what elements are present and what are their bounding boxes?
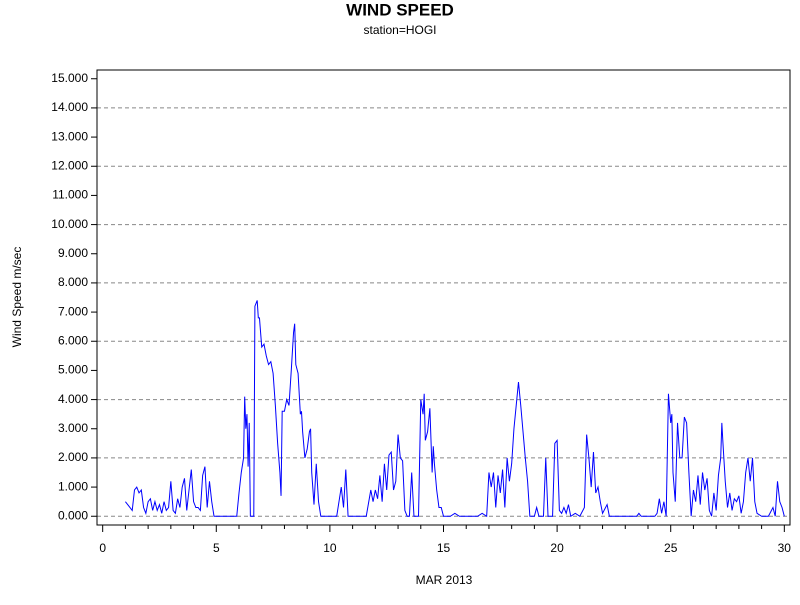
- plot-frame: [96, 69, 791, 526]
- data-line: [125, 300, 785, 518]
- x-tick-label: 10: [323, 541, 337, 555]
- y-tick-label: 11.000: [52, 188, 88, 202]
- y-tick-label: 14.000: [51, 100, 88, 114]
- y-tick-label: 7.000: [58, 304, 88, 318]
- y-tick-label: 9.000: [58, 246, 88, 260]
- y-tick-label: 6.000: [58, 333, 88, 347]
- x-tick-label: 0: [99, 541, 106, 555]
- y-tick-label: 15.000: [51, 71, 88, 85]
- y-tick-label: 0.000: [58, 508, 88, 522]
- y-tick-label: 1.000: [58, 479, 88, 493]
- y-tick-label: 4.000: [58, 392, 88, 406]
- x-tick-label: 25: [664, 541, 678, 555]
- chart-subtitle: station=HOGI: [363, 23, 436, 37]
- chart-title: WIND SPEED: [346, 0, 454, 19]
- x-axis-label: MAR 2013: [416, 573, 473, 587]
- y-axis-label: Wind Speed m/sec: [10, 247, 24, 348]
- y-tick-label: 8.000: [58, 275, 88, 289]
- x-tick-label: 15: [437, 541, 451, 555]
- x-tick-label: 20: [550, 541, 564, 555]
- y-tick-label: 5.000: [58, 363, 88, 377]
- x-tick-label: 5: [213, 541, 220, 555]
- y-tick-label: 2.000: [58, 450, 88, 464]
- y-tick-label: 3.000: [58, 421, 88, 435]
- y-tick-label: 12.000: [51, 158, 88, 172]
- x-tick-label: 30: [778, 541, 792, 555]
- y-tick-label: 13.000: [51, 129, 88, 143]
- y-tick-label: 10.000: [51, 217, 88, 231]
